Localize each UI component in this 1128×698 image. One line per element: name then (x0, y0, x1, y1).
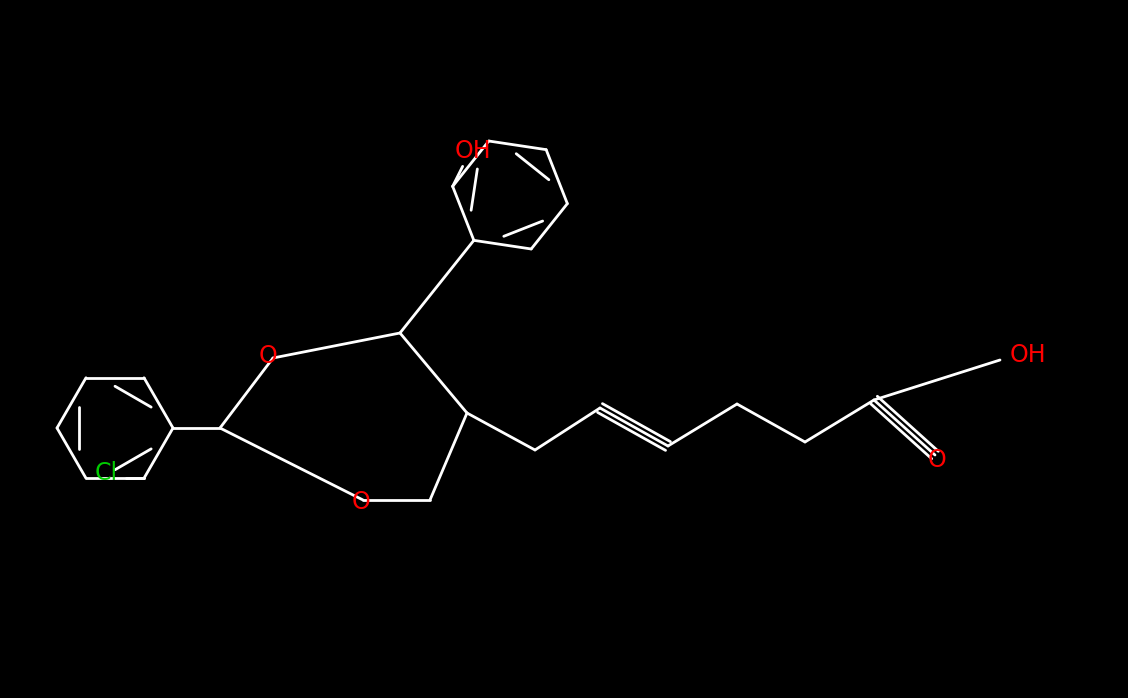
Text: O: O (352, 490, 370, 514)
Text: O: O (258, 344, 277, 368)
Text: OH: OH (455, 140, 491, 163)
Text: OH: OH (1010, 343, 1047, 367)
Text: Cl: Cl (95, 461, 117, 485)
Text: O: O (927, 448, 946, 472)
